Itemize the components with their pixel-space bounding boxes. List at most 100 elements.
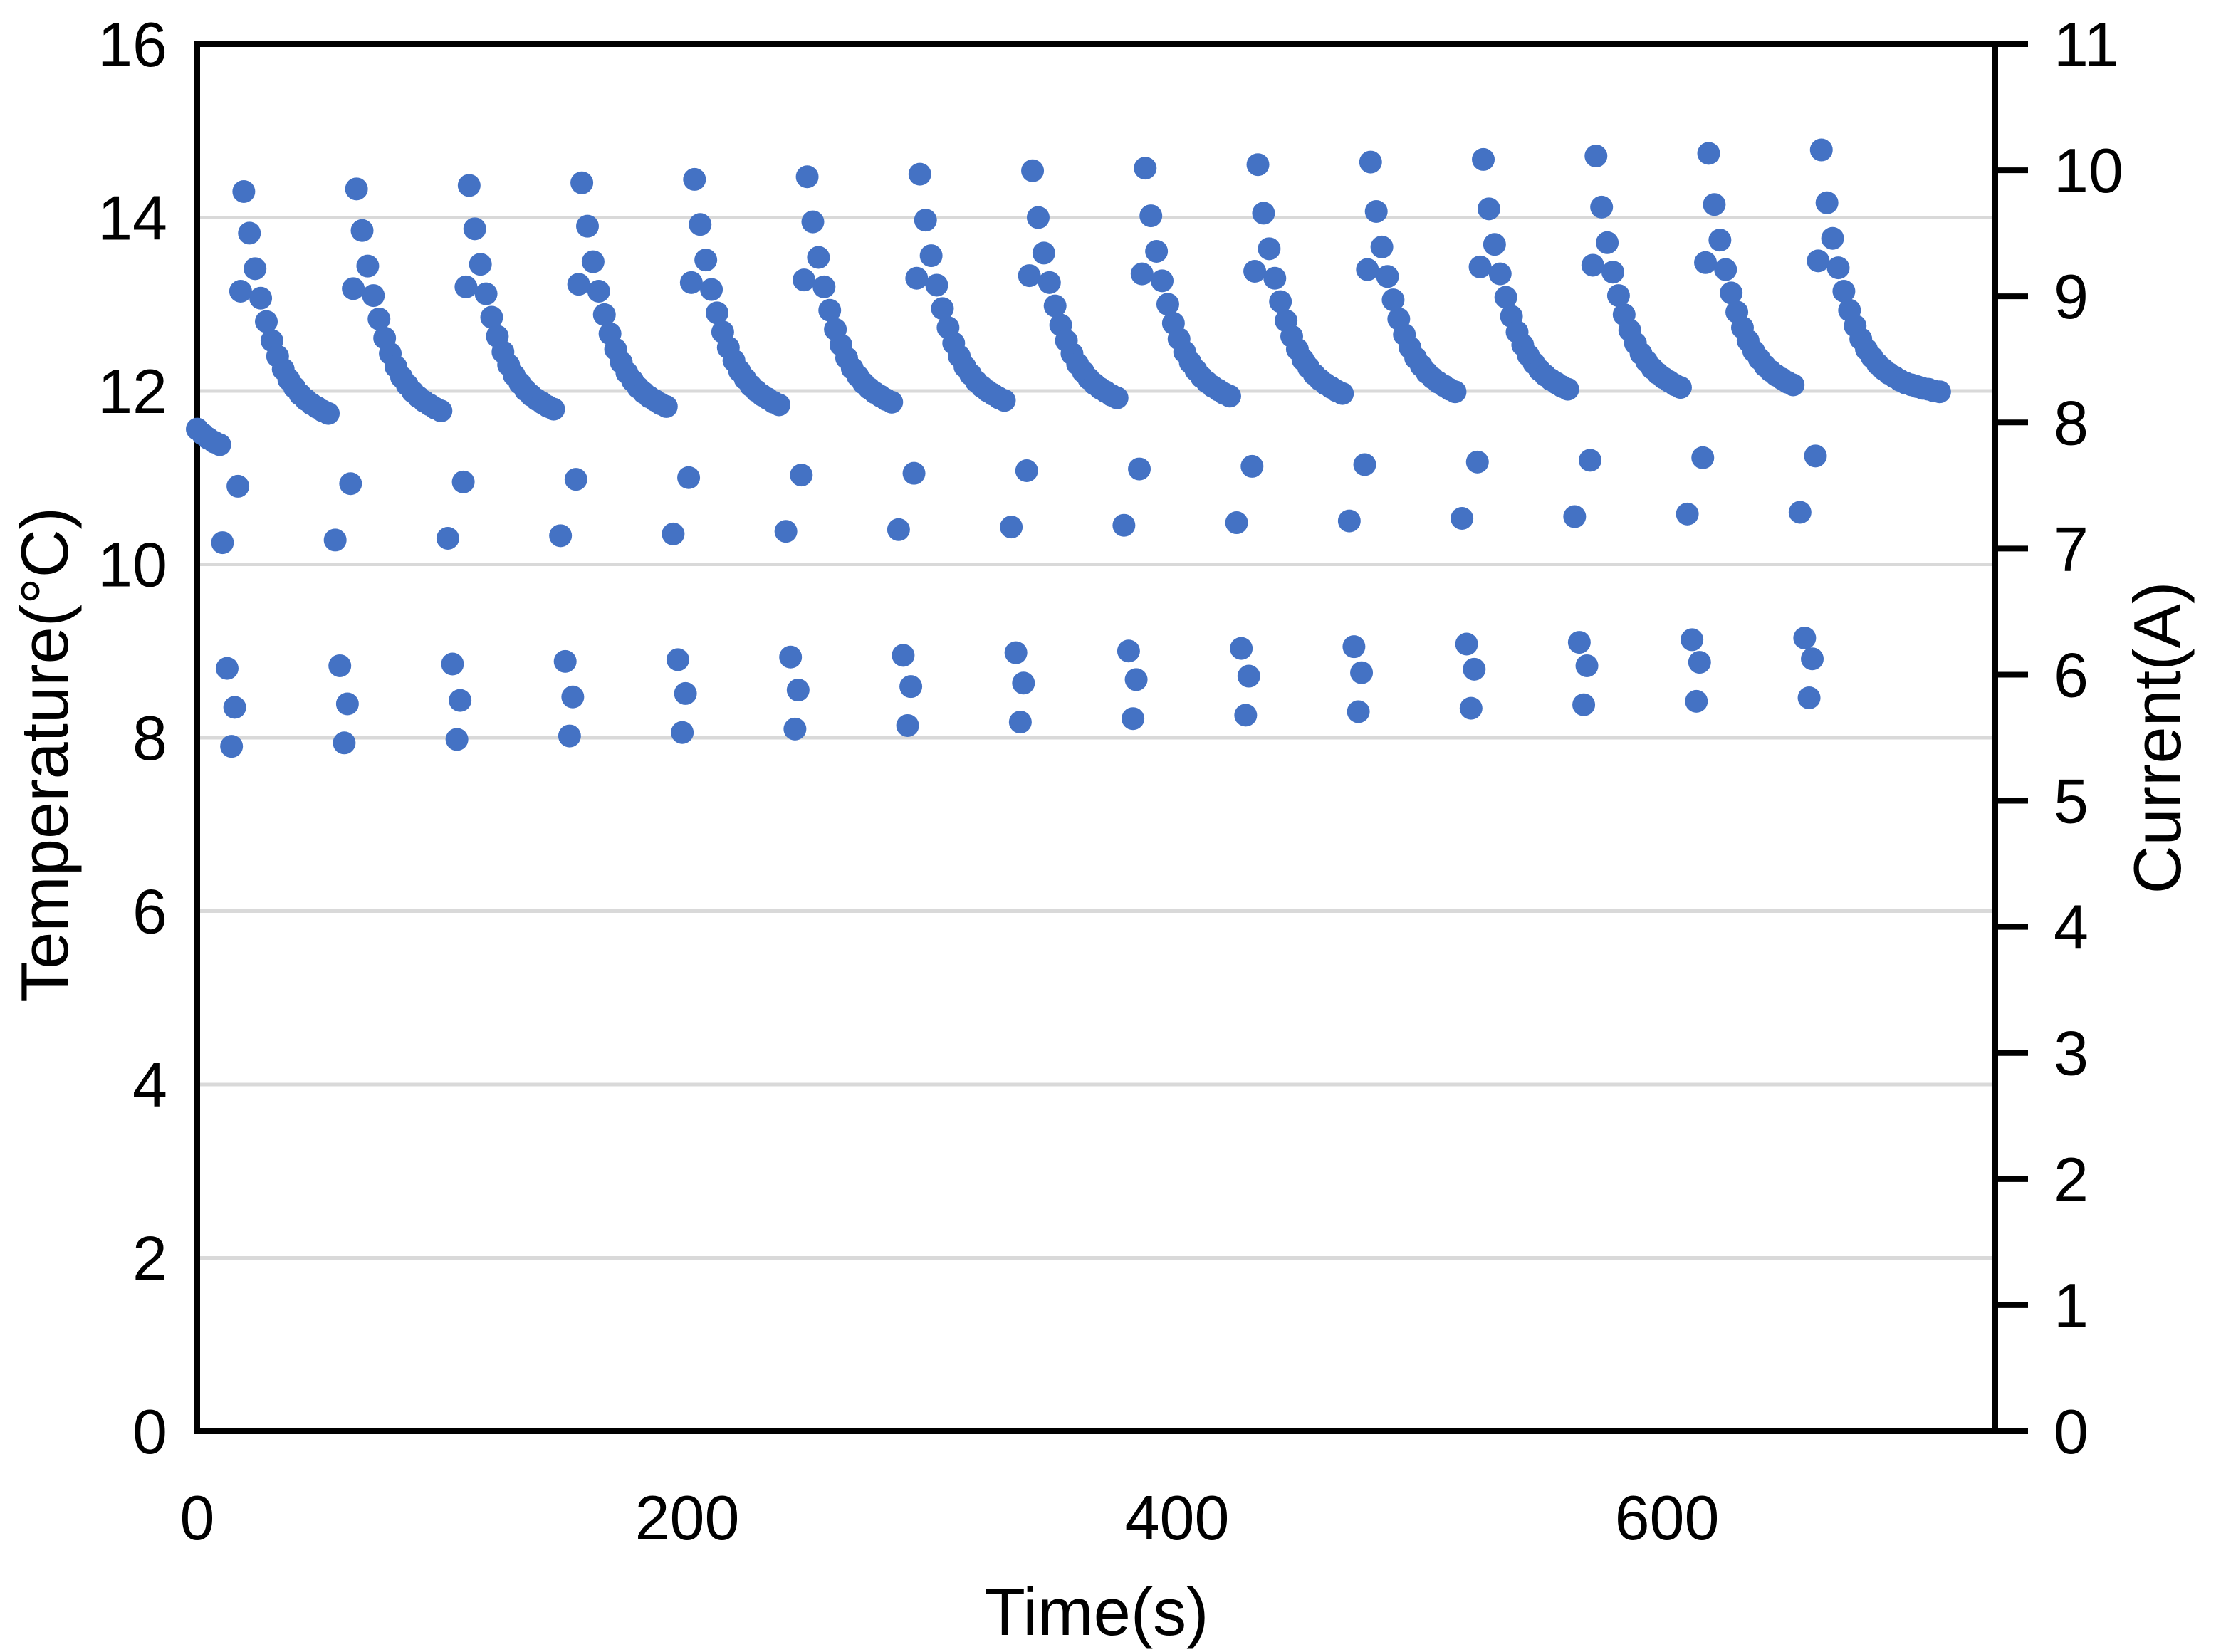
data-point: [323, 528, 347, 552]
data-point: [1681, 628, 1704, 652]
data-point: [1826, 256, 1850, 280]
data-point: [356, 254, 380, 278]
x-axis-tick-labels: 0 200 400 600: [180, 1483, 1720, 1553]
data-point: [345, 177, 368, 201]
data-point: [564, 468, 587, 491]
data-point: [1139, 204, 1163, 228]
data-point: [1694, 251, 1718, 274]
data-point: [255, 310, 278, 333]
data-point: [1581, 253, 1604, 277]
data-point: [1584, 145, 1608, 168]
data-point: [1353, 453, 1376, 476]
data-point: [892, 644, 915, 667]
data-point: [317, 402, 340, 425]
data-point: [1243, 259, 1267, 283]
data-point: [561, 685, 585, 709]
data-point: [1451, 506, 1474, 530]
data-point: [1590, 195, 1614, 219]
data-point: [335, 692, 359, 716]
data-point: [1342, 635, 1366, 659]
data-point: [436, 526, 459, 550]
data-point: [226, 474, 250, 498]
right-axis-ticks: [1995, 41, 2028, 1434]
data-point: [451, 470, 475, 493]
data-point: [1809, 138, 1833, 162]
data-point: [1691, 446, 1715, 469]
data-point: [1237, 664, 1260, 688]
data-point: [1477, 197, 1500, 221]
data-point: [783, 717, 807, 741]
data-point: [1015, 459, 1038, 483]
data-point: [1234, 704, 1258, 727]
data-point: [1483, 233, 1506, 256]
data-point: [1793, 626, 1817, 649]
right-axis-tick-label: 4: [2054, 892, 2089, 963]
data-point: [1350, 661, 1374, 684]
data-point: [914, 209, 937, 232]
data-point: [1032, 241, 1055, 265]
data-point: [1004, 641, 1028, 664]
data-point: [1230, 637, 1253, 660]
data-point: [223, 696, 246, 719]
data-point: [249, 286, 273, 310]
data-point: [1263, 266, 1287, 290]
data-point: [1240, 454, 1264, 478]
data-point: [1151, 269, 1174, 293]
data-point: [683, 167, 706, 191]
data-point: [812, 275, 836, 298]
data-point: [1596, 231, 1619, 254]
data-point: [449, 689, 472, 712]
data-point: [215, 657, 239, 680]
data-point: [1488, 262, 1512, 286]
data-point: [1575, 654, 1599, 677]
data-point: [1685, 689, 1708, 713]
data-point: [1370, 235, 1394, 258]
data-point: [1928, 380, 1951, 404]
data-point: [1676, 502, 1699, 526]
right-axis-tick-label: 5: [2054, 766, 2089, 837]
right-axis-tick-label: 2: [2054, 1144, 2089, 1215]
data-point: [1269, 290, 1292, 313]
data-point: [576, 214, 600, 238]
data-point: [1832, 279, 1856, 303]
data-point: [700, 278, 723, 301]
data-point: [705, 301, 728, 325]
data-point: [454, 275, 478, 298]
x-axis-tick-label: 400: [1125, 1483, 1230, 1553]
data-point: [549, 524, 573, 548]
data-point: [1606, 284, 1630, 308]
data-point: [1252, 202, 1275, 225]
data-point: [1258, 237, 1281, 261]
data-point: [896, 713, 919, 737]
data-point: [581, 250, 605, 273]
data-point: [1105, 386, 1129, 409]
data-point: [1455, 632, 1478, 656]
data-point: [1381, 288, 1405, 312]
data-point: [1225, 511, 1248, 535]
right-axis-tick-label: 0: [2054, 1396, 2089, 1467]
data-point: [1008, 711, 1032, 734]
data-point: [457, 174, 481, 197]
left-axis-tick-label: 10: [98, 530, 167, 600]
data-point: [793, 268, 816, 292]
data-point: [1012, 671, 1035, 695]
data-point: [333, 731, 356, 755]
data-point: [1122, 707, 1145, 731]
data-point: [1117, 639, 1140, 663]
data-point: [1782, 373, 1805, 397]
data-point: [480, 305, 503, 329]
data-point: [220, 735, 244, 758]
right-axis-tick-labels: 0 1 2 3 4 5 6 7 8 9 10 11: [2054, 9, 2123, 1467]
data-point: [1708, 229, 1732, 252]
data-point: [1359, 150, 1382, 174]
data-point: [1465, 450, 1489, 474]
data-point: [899, 675, 923, 699]
data-point: [666, 648, 689, 671]
left-axis-tick-label: 2: [132, 1223, 167, 1294]
data-point: [1459, 696, 1483, 720]
data-point: [1331, 382, 1354, 405]
data-point: [1801, 647, 1824, 671]
data-point: [441, 652, 464, 676]
